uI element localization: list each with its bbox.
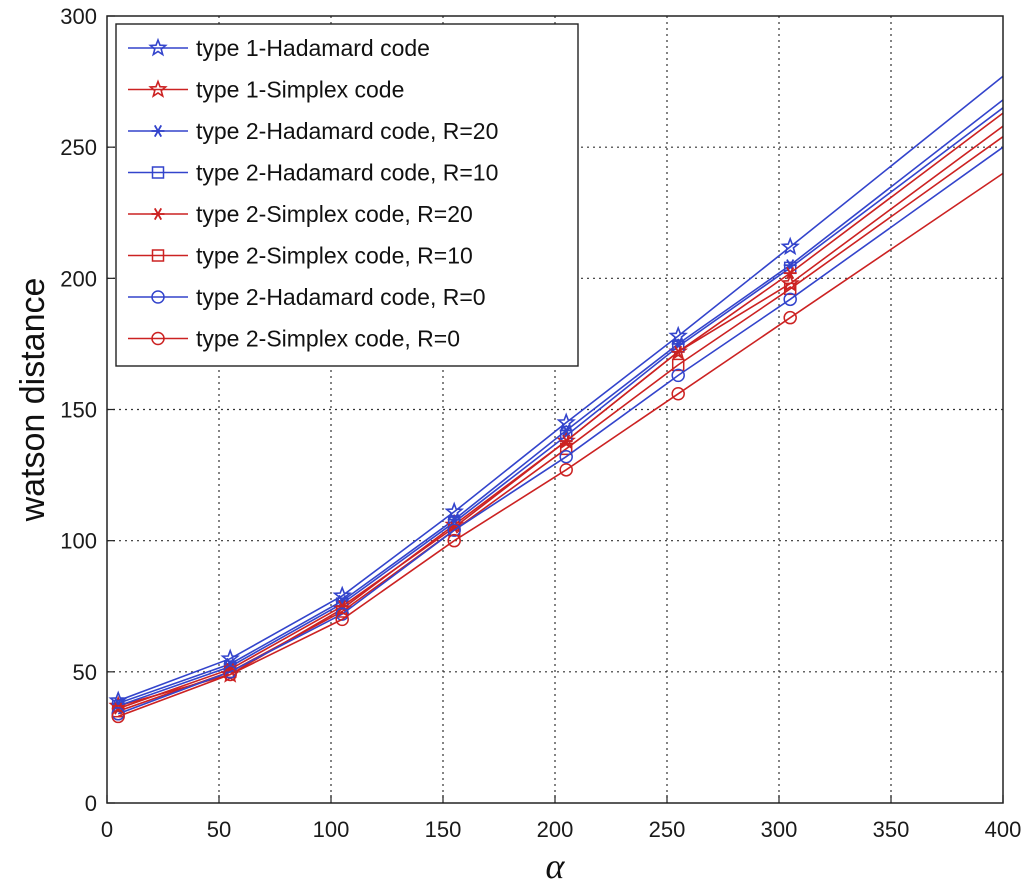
x-tick-label: 250	[649, 817, 686, 842]
series-5	[111, 112, 1004, 715]
series-line	[117, 172, 1004, 718]
series-line	[117, 112, 1004, 710]
x-tick-label: 200	[537, 817, 574, 842]
legend-item: type 2-Hadamard code, R=20	[128, 118, 498, 144]
legend-box	[115, 23, 579, 367]
data-point	[783, 282, 797, 296]
x-axis-label: α	[546, 846, 566, 882]
legend-item: type 2-Simplex code, R=0	[128, 326, 460, 352]
data-point	[559, 449, 573, 464]
y-tick-label: 150	[60, 398, 97, 423]
y-tick-label: 300	[60, 4, 97, 29]
x-tick-label: 400	[985, 817, 1022, 842]
x-tick-label: 50	[207, 817, 231, 842]
data-point	[668, 325, 688, 345]
legend-item: type 2-Simplex code, R=20	[128, 201, 473, 227]
legend-label: type 2-Simplex code, R=20	[196, 201, 473, 227]
legend-marker	[151, 207, 165, 221]
data-point	[447, 533, 461, 548]
x-tick-label: 350	[873, 817, 910, 842]
data-point	[671, 368, 685, 383]
legend-marker	[151, 290, 165, 304]
series-line	[117, 146, 1004, 715]
legend-item: type 1-Simplex code	[128, 77, 404, 103]
data-point	[220, 648, 240, 668]
data-point	[556, 412, 576, 431]
data-point	[335, 597, 349, 610]
gridlines	[107, 16, 1003, 803]
data-point	[780, 236, 800, 256]
data-point	[223, 667, 237, 682]
data-point	[783, 310, 797, 325]
legend-item: type 2-Hadamard code, R=10	[128, 160, 498, 186]
legend-marker	[148, 79, 168, 98]
legend-label: type 1-Hadamard code	[196, 35, 430, 61]
y-tick-label: 200	[60, 266, 97, 291]
series-3	[111, 99, 1004, 710]
data-point	[671, 345, 685, 358]
data-point	[783, 267, 797, 280]
legend-item: type 2-Hadamard code, R=0	[128, 284, 486, 310]
series-group	[108, 75, 1004, 724]
series-line	[117, 99, 1004, 705]
series-line	[117, 107, 1004, 707]
legend-marker	[151, 249, 165, 262]
series-line	[117, 75, 1004, 702]
x-tick-label: 300	[761, 817, 798, 842]
legend-label: type 2-Simplex code, R=0	[196, 326, 460, 352]
data-point	[559, 442, 573, 456]
axis-ticks: 0 50 100 150 200 250 300 350 400 0 50 100 150 200 250 3…	[60, 4, 1021, 842]
y-axis-label: watson distance	[14, 278, 52, 523]
data-point	[671, 358, 685, 372]
data-point	[780, 273, 800, 292]
y-tick-label: 100	[60, 529, 97, 554]
legend-item: type 2-Simplex code, R=10	[128, 243, 473, 269]
data-point	[559, 463, 573, 477]
data-point	[111, 709, 125, 724]
y-tick-label: 50	[73, 660, 97, 685]
series-8	[111, 172, 1004, 724]
data-point	[559, 434, 573, 448]
legend-marker	[151, 124, 165, 138]
y-tick-label: 0	[85, 791, 97, 816]
legend-item: type 1-Hadamard code	[128, 35, 430, 61]
data-point	[671, 387, 685, 401]
legend-label: type 2-Hadamard code, R=10	[196, 160, 498, 186]
data-point	[335, 612, 349, 627]
legend-label: type 1-Simplex code	[196, 77, 404, 103]
legend-marker	[151, 166, 165, 179]
data-point	[447, 523, 461, 537]
legend-marker	[151, 331, 165, 346]
x-tick-label: 150	[425, 817, 462, 842]
legend-label: type 2-Hadamard code, R=20	[196, 118, 498, 144]
legend-marker	[148, 37, 168, 57]
x-tick-label: 0	[101, 817, 113, 842]
data-point	[783, 292, 797, 307]
y-tick-label: 250	[60, 135, 97, 160]
x-tick-label: 100	[313, 817, 350, 842]
series-line	[117, 125, 1004, 707]
legend: type 1-Hadamard code type 1-Simplex code t…	[115, 23, 579, 367]
legend-label: type 2-Simplex code, R=10	[196, 243, 473, 269]
legend-label: type 2-Hadamard code, R=0	[196, 284, 486, 310]
